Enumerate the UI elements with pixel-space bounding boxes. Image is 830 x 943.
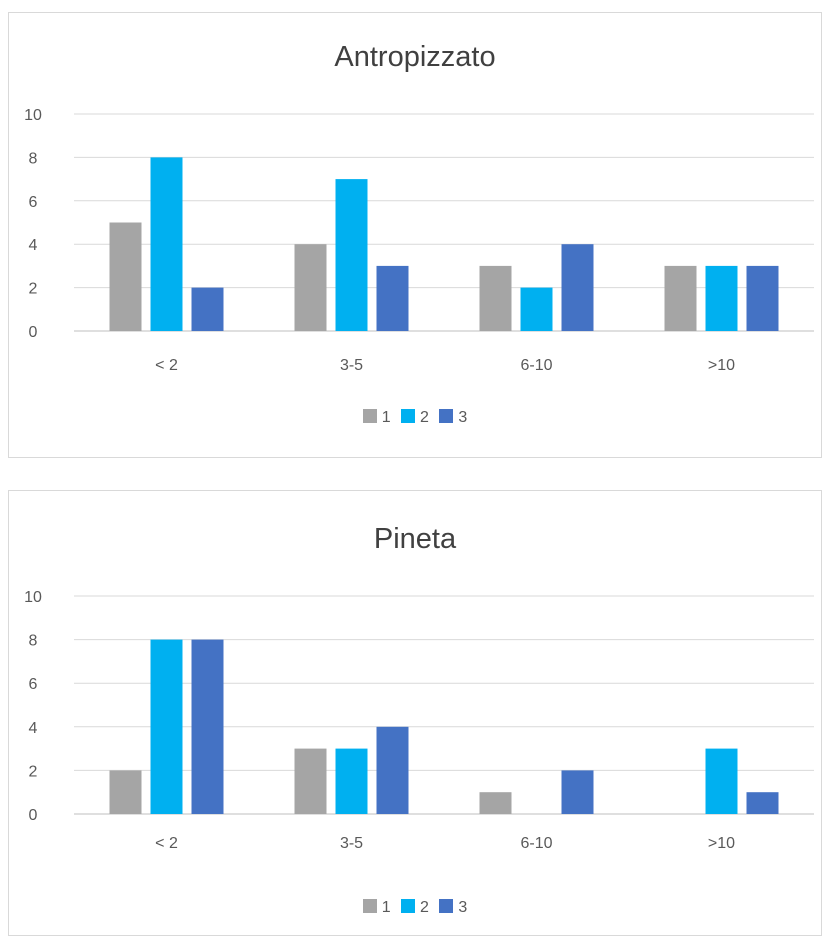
legend-swatch (439, 409, 454, 423)
y-tick-label: 2 (29, 763, 38, 780)
legend-label: 3 (458, 409, 468, 426)
y-tick-label: 10 (24, 107, 42, 124)
legend-item-1: 1 (362, 409, 391, 427)
y-tick-label: 4 (29, 237, 38, 254)
bar-series-1 (294, 748, 327, 814)
bar-series-1 (109, 770, 142, 814)
legend-swatch (362, 899, 377, 913)
legend-label: 2 (420, 409, 429, 426)
legend-label: 1 (381, 899, 391, 916)
bar-series-2 (520, 287, 553, 331)
x-tick-label: 3-5 (340, 357, 363, 374)
bar-series-1 (664, 265, 697, 331)
plot-area: 0 2 4 6 8 10 < 2 3-5 6-10 >10 (24, 107, 814, 374)
bar-series-1 (479, 265, 512, 331)
y-tick-label: 0 (29, 807, 38, 824)
x-tick-label: < 2 (155, 357, 178, 374)
legend-item-3: 3 (439, 899, 467, 917)
bar-series-3 (561, 244, 594, 331)
y-tick-label: 2 (29, 281, 38, 298)
legend-swatch (401, 409, 416, 423)
chart-pineta: Pineta 0 2 4 6 8 10 < 2 3-5 6-10 >10 1 2 3 (8, 490, 822, 936)
y-tick-label: 8 (29, 633, 38, 650)
chart-title: Antropizzato (334, 41, 496, 73)
bar-series-1 (294, 244, 327, 331)
legend-item-3: 3 (439, 409, 467, 427)
bar-series-2 (705, 748, 738, 814)
y-tick-label: 0 (29, 324, 38, 341)
x-tick-label: 6-10 (520, 835, 552, 852)
x-tick-label: >10 (708, 835, 735, 852)
y-tick-label: 8 (29, 150, 38, 167)
legend-item-2: 2 (401, 409, 429, 427)
bar-series-2 (150, 157, 183, 331)
x-tick-label: 3-5 (340, 835, 363, 852)
bar-series-3 (376, 265, 409, 331)
chart-title: Pineta (373, 523, 457, 555)
bar-series-1 (109, 222, 142, 331)
x-tick-label: < 2 (155, 835, 178, 852)
bar-series-3 (376, 726, 409, 814)
legend: 1 2 3 (9, 409, 821, 427)
bar-series-2 (335, 179, 368, 331)
bar-series-3 (191, 287, 224, 331)
legend-item-1: 1 (362, 899, 391, 917)
legend-swatch (401, 899, 416, 913)
legend-label: 2 (420, 899, 429, 916)
bar-series-3 (746, 265, 779, 331)
y-tick-label: 6 (29, 194, 38, 211)
x-tick-label: 6-10 (520, 357, 552, 374)
bar-series-2 (150, 639, 183, 814)
legend-swatch (439, 899, 454, 913)
bar-series-2 (705, 265, 738, 331)
bar-series-3 (746, 792, 779, 814)
x-tick-label: >10 (708, 357, 735, 374)
legend: 1 2 3 (9, 899, 821, 917)
bar-series-2 (335, 748, 368, 814)
legend-item-2: 2 (401, 899, 429, 917)
chart-antropizzato: Antropizzato 0 2 4 6 8 10 < 2 3-5 6-10 >10 1 2 3 (8, 12, 822, 458)
y-tick-label: 4 (29, 720, 38, 737)
bar-series-3 (561, 770, 594, 814)
bar-series-3 (191, 639, 224, 814)
y-tick-label: 10 (24, 589, 42, 606)
legend-label: 3 (458, 899, 468, 916)
legend-label: 1 (381, 409, 391, 426)
legend-swatch (362, 409, 377, 423)
plot-area: 0 2 4 6 8 10 < 2 3-5 6-10 >10 (24, 589, 814, 852)
bar-series-1 (479, 792, 512, 814)
y-tick-label: 6 (29, 676, 38, 693)
